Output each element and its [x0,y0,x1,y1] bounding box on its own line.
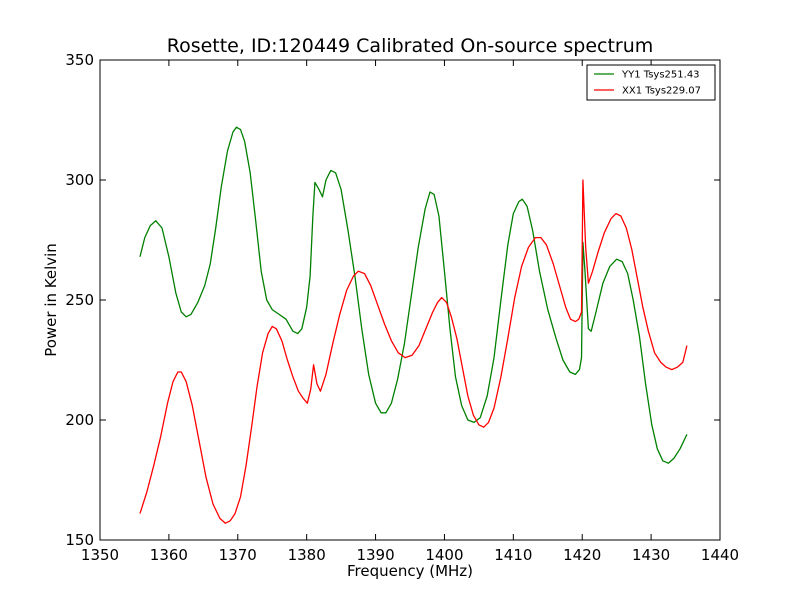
y-tick-label: 150 [65,531,94,549]
x-axis-title: Frequency (MHz) [347,562,473,580]
y-tick-label: 250 [65,291,94,309]
plot-area [99,59,721,541]
y-tick-label: 300 [65,171,94,189]
tick-labels-layer: 1350 1360 1370 1380 1390 1400 1410 1420 1430 1440… [65,51,739,564]
x-tick-label: 1420 [563,546,601,564]
x-tick-label: 1380 [288,546,326,564]
plot-background [100,60,720,540]
y-tick-label: 200 [65,411,94,429]
x-tick-label: 1360 [150,546,188,564]
chart-title: Rosette, ID:120449 Calibrated On-source … [167,35,654,57]
series-line-xx1 [139,179,688,524]
series-layer [139,126,688,524]
x-tick-label: 1400 [425,546,463,564]
y-tick-label: 350 [65,51,94,69]
y-axis-title: Power in Kelvin [42,243,60,357]
legend-label-yy1: YY1 Tsys251.43 [621,70,700,81]
plot-frame [99,59,721,541]
x-tick-label: 1410 [494,546,532,564]
x-tick-label: 1440 [701,546,739,564]
legend: YY1 Tsys251.43 XX1 Tsys229.07 [586,64,716,101]
series-line-yy1 [139,126,688,464]
x-tick-label: 1430 [632,546,670,564]
legend-label-xx1: XX1 Tsys229.07 [622,86,701,97]
x-tick-label: 1350 [81,546,119,564]
x-tick-label: 1390 [356,546,394,564]
legend-box [586,64,716,101]
x-tick-label: 1370 [219,546,257,564]
